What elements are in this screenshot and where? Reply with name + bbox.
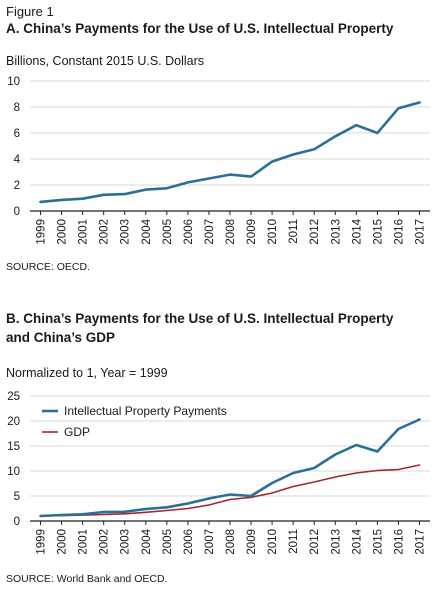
- panel-b-x-tick-label: 2004: [141, 528, 153, 554]
- panel-a-x-tick-label: 2014: [351, 218, 363, 244]
- panel-b-x-tick-label: 2015: [372, 529, 384, 555]
- panel-a-series-line-1: [39, 101, 421, 204]
- panel-a-x-tick-label: 2012: [309, 219, 321, 245]
- panel-b-x-tick-label: 2017: [414, 529, 426, 555]
- panel-b-x-tick-label: 2012: [309, 529, 321, 555]
- panel-a-title: A. China’s Payments for the Use of U.S. …: [6, 21, 394, 36]
- panel-b-x-tick-label: 2005: [162, 529, 174, 555]
- panel-b-y-tick-label: 15: [7, 441, 20, 453]
- panel-b-chart: 0 5 10 15 20 25 1999 2000 2001 2002 2003 2004 2005 20…: [7, 391, 430, 555]
- panel-b-y-tick-label: 5: [14, 491, 20, 503]
- panel-a-x-tick-label: 2002: [99, 219, 111, 245]
- panel-b-series-line-gdp: [39, 464, 421, 517]
- panel-b-y-tick-label: 25: [7, 391, 20, 403]
- panel-a-x-tick-label: 1999: [36, 219, 48, 245]
- panel-b-legend-label: GDP: [64, 425, 90, 439]
- panel-b-series-line-intellectual-property-payments: [39, 418, 421, 518]
- panel-a-y-tick-label: 0: [14, 206, 20, 218]
- panel-a-x-tick-label: 2007: [204, 219, 216, 245]
- panel-b-x-tick-label: 2002: [99, 529, 111, 555]
- panel-b-x-tick-label: 2010: [267, 529, 279, 555]
- panel-a-x-tick-label: 2008: [225, 219, 237, 245]
- panel-a-x-tick-label: 2000: [57, 219, 69, 245]
- panel-a-y-tick-label: 8: [14, 102, 20, 114]
- panel-a-x-tick-label: 2015: [372, 219, 384, 245]
- panel-a-x-tick-label: 2001: [78, 219, 90, 245]
- panel-a-source: SOURCE: OECD.: [6, 261, 91, 273]
- panel-a-x-tick-label: 2011: [288, 219, 300, 244]
- panel-a-y-tick-label: 6: [14, 128, 20, 140]
- panel-b-x-tick-label: 2013: [330, 529, 342, 555]
- panel-b-legend-label: Intellectual Property Payments: [64, 404, 227, 418]
- panel-a-x-tick-label: 2005: [162, 219, 174, 245]
- panel-a-y-tick-label: 4: [14, 154, 21, 166]
- panel-b-y-tick-label: 20: [7, 416, 20, 428]
- figure-label: Figure 1: [6, 4, 54, 19]
- panel-b-x-tick-label: 2001: [78, 529, 90, 555]
- panel-a-x-tick-label: 2009: [246, 219, 258, 245]
- panel-b-x-tick-label: 2006: [183, 529, 195, 555]
- panel-b-title-line2: and China’s GDP: [6, 330, 116, 345]
- panel-a-x-tick-label: 2006: [183, 219, 195, 245]
- panel-a-y-tick-label: 10: [7, 76, 20, 88]
- panel-a-x-tick-label: 2004: [141, 218, 153, 244]
- panel-b-x-tick-label: 2003: [120, 529, 132, 555]
- panel-b-y-tick-label: 0: [14, 516, 20, 528]
- panel-a-subtitle: Billions, Constant 2015 U.S. Dollars: [6, 54, 205, 68]
- panel-b-y-tick-label: 10: [7, 466, 20, 478]
- panel-a-y-tick-label: 2: [14, 180, 20, 192]
- panel-a-x-tick-label: 2003: [120, 219, 132, 245]
- panel-b-x-tick-label: 2007: [204, 529, 216, 555]
- panel-b-subtitle: Normalized to 1, Year = 1999: [6, 366, 168, 380]
- panel-a-x-tick-label: 2013: [330, 219, 342, 245]
- panel-b-x-tick-label: 2000: [57, 529, 69, 555]
- panel-b-x-tick-label: 2011: [288, 529, 300, 554]
- panel-a-x-tick-label: 2010: [267, 219, 279, 245]
- panel-a-x-tick-label: 2017: [414, 219, 426, 245]
- panel-b-x-tick-label: 2014: [351, 528, 363, 554]
- panel-b-x-tick-label: 1999: [36, 529, 48, 555]
- panel-b-title: B. China’s Payments for the Use of U.S. …: [6, 311, 394, 326]
- panel-b-x-tick-label: 2008: [225, 529, 237, 555]
- panel-a-chart: 0 2 4 6 8 10 1999 2000 2001 2002 2003 2004 2005 2006 2…: [7, 76, 430, 245]
- panel-b-source: SOURCE: World Bank and OECD.: [6, 573, 168, 585]
- panel-b-x-tick-label: 2009: [246, 529, 258, 555]
- panel-b-x-tick-label: 2016: [393, 529, 405, 555]
- panel-a-x-tick-label: 2016: [393, 219, 405, 245]
